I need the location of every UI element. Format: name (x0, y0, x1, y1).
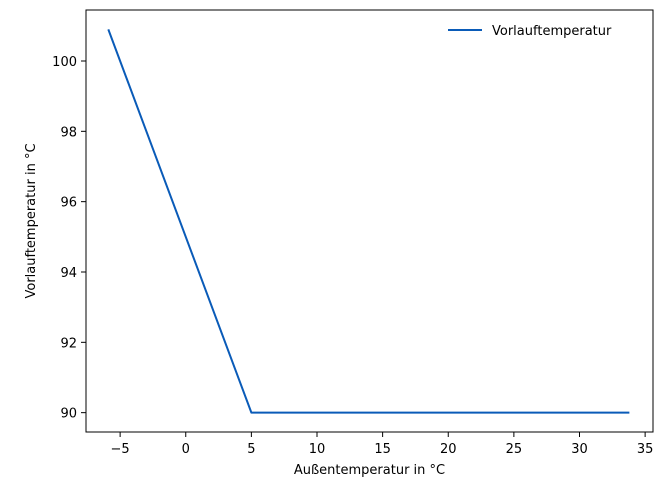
y-axis-ticks: 90 92 94 96 98 100 (52, 55, 86, 422)
y-tick-label: 90 (60, 407, 77, 422)
y-tick-label: 100 (52, 55, 77, 70)
y-tick-label: 94 (60, 266, 77, 281)
y-axis-label: Vorlauftemperatur in °C (24, 143, 39, 298)
plot-frame (85, 9, 654, 433)
y-tick-label: 92 (60, 336, 77, 351)
plot-area (86, 10, 653, 432)
y-tick-label: 96 (60, 196, 77, 211)
x-axis-ticks: −5 0 5 10 15 20 25 30 35 (111, 432, 654, 457)
x-tick-label: 30 (571, 442, 588, 457)
x-tick-label: 0 (182, 442, 190, 457)
x-tick-label: 10 (309, 442, 326, 457)
series-line-0 (107, 28, 630, 414)
x-tick-label: 25 (506, 442, 523, 457)
legend-label-vorlauftemperatur: Vorlauftemperatur (492, 24, 612, 39)
x-tick-label: −5 (111, 442, 130, 457)
x-tick-label: 35 (637, 442, 654, 457)
x-tick-label: 20 (440, 442, 457, 457)
x-tick-label: 15 (374, 442, 391, 457)
legend: Vorlauftemperatur (448, 24, 612, 39)
x-tick-label: 5 (247, 442, 255, 457)
series-layer (107, 28, 630, 414)
y-tick-label: 98 (60, 125, 77, 140)
x-axis-label: Außentemperatur in °C (294, 463, 445, 478)
